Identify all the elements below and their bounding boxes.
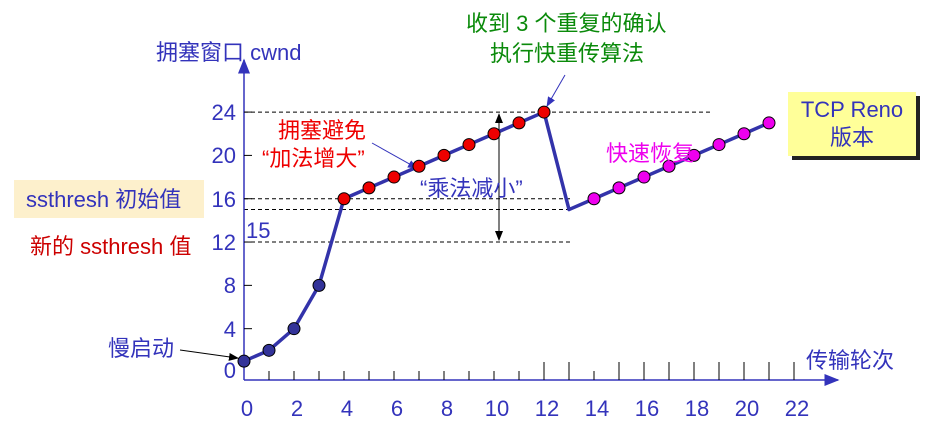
ssthresh-init-box <box>14 180 204 218</box>
data-point <box>287 322 301 336</box>
reference-lines <box>244 111 712 243</box>
data-point <box>612 181 626 195</box>
x-tick-label: 2 <box>290 396 304 421</box>
data-point <box>662 159 676 173</box>
x-tick-label: 4 <box>340 396 354 421</box>
y-tick-label: 24 <box>211 100 236 126</box>
triple-dup-arrow <box>546 74 566 107</box>
x-tick-label: 16 <box>634 396 660 421</box>
series-lines <box>243 110 770 363</box>
x-tick-label: 0 <box>240 396 254 421</box>
multiplicative-decrease-label: “乘法减小” <box>420 176 523 201</box>
x-tick-label: 10 <box>484 396 510 421</box>
data-point <box>687 148 701 162</box>
y-axis-label: 拥塞窗口 cwnd <box>156 40 302 65</box>
data-point <box>762 116 776 130</box>
x-tick-label: 14 <box>584 396 610 421</box>
data-point <box>737 127 751 141</box>
slow-start-label: 慢启动 <box>108 336 175 361</box>
data-point <box>412 159 426 173</box>
data-point <box>237 354 251 368</box>
x-tick-label: 6 <box>390 396 404 421</box>
y-tick-label: 12 <box>211 230 236 256</box>
y-tick-label: 4 <box>223 316 236 342</box>
data-point <box>462 138 476 152</box>
tcp-reno-version-box: TCP Reno 版本 <box>788 92 916 156</box>
data-point <box>312 278 326 292</box>
data-point <box>587 192 601 206</box>
additive-increase-label: “加法增大” <box>262 146 365 171</box>
x-tick-label: 20 <box>734 396 760 421</box>
reno-title: TCP Reno <box>800 97 904 122</box>
y-tick-label: 0 <box>223 358 236 383</box>
data-point <box>387 170 401 184</box>
y-tick-label: 16 <box>211 186 236 212</box>
x-tick-label: 22 <box>784 396 810 421</box>
series-points <box>237 105 776 368</box>
data-point <box>712 138 726 152</box>
data-point <box>637 170 651 184</box>
data-point <box>537 105 551 119</box>
fast-retransmit-label: 执行快重传算法 <box>490 41 645 66</box>
cwnd-line <box>243 110 770 363</box>
y-tick-label: 20 <box>211 143 236 169</box>
data-point <box>362 181 376 195</box>
data-point <box>487 127 501 141</box>
x-tick-label: 12 <box>534 396 560 421</box>
triple-dup-ack-label: 收到 3 个重复的确认 <box>466 11 667 36</box>
ssthresh-init-label: ssthresh 初始值 <box>26 187 182 212</box>
x-tick-label: 8 <box>440 396 454 421</box>
x-tick-label: 18 <box>684 396 710 421</box>
y-tick-label: 8 <box>223 273 236 299</box>
slow-start-arrow <box>179 349 239 361</box>
data-point <box>337 192 351 206</box>
x-axis-label: 传输轮次 <box>806 348 895 373</box>
annotation-arrows <box>179 74 566 361</box>
fast-recovery-label: 快速恢复 <box>606 141 695 166</box>
reno-subtitle: 版本 <box>829 125 874 150</box>
data-point <box>512 116 526 130</box>
axes <box>238 58 840 386</box>
congestion-avoidance-label: 拥塞避免 <box>278 118 367 143</box>
data-point <box>437 148 451 162</box>
ssthresh-new-label: 新的 ssthresh 值 <box>30 234 192 259</box>
value-15-label: 15 <box>246 218 271 243</box>
data-point <box>262 343 276 357</box>
additive-increase-arrow <box>371 142 418 169</box>
